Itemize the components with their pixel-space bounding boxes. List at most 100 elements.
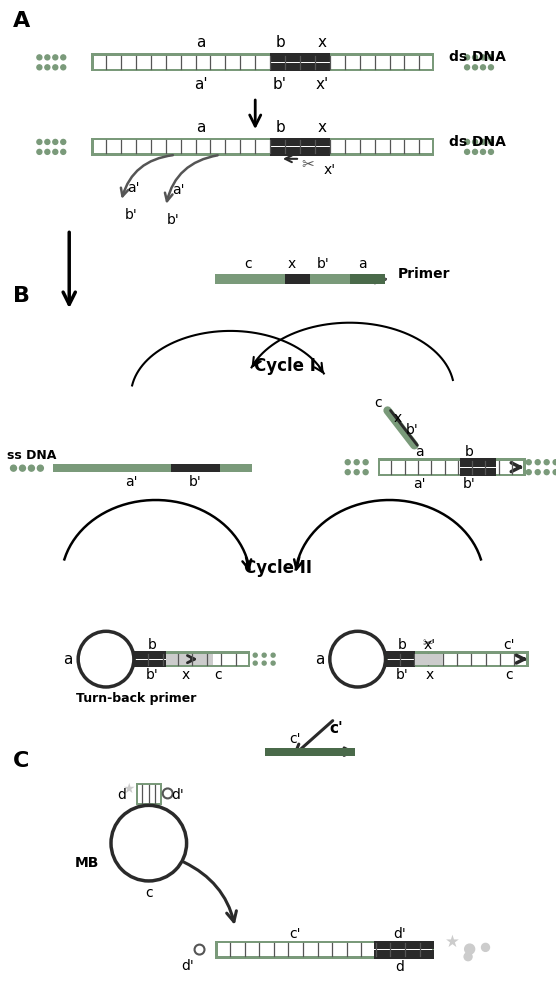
Bar	[385, 660, 416, 667]
Text: Cycle II: Cycle II	[244, 559, 312, 577]
Circle shape	[481, 55, 486, 60]
Circle shape	[37, 55, 42, 60]
Circle shape	[553, 460, 557, 465]
Text: B: B	[13, 286, 30, 306]
Circle shape	[544, 460, 549, 465]
Circle shape	[465, 139, 470, 144]
Circle shape	[253, 661, 257, 665]
Text: ✂: ✂	[301, 157, 314, 172]
Circle shape	[464, 953, 472, 961]
Circle shape	[45, 65, 50, 70]
Circle shape	[526, 460, 531, 465]
Bar	[380, 461, 523, 474]
Circle shape	[45, 149, 50, 154]
Bar	[218, 943, 432, 956]
Circle shape	[262, 661, 266, 665]
Text: b: b	[275, 35, 285, 50]
Circle shape	[37, 149, 42, 154]
Circle shape	[271, 661, 275, 665]
Bar	[460, 468, 496, 476]
Text: a': a'	[125, 475, 137, 489]
Text: c': c'	[289, 927, 301, 941]
Bar	[134, 660, 165, 667]
Text: x': x'	[315, 77, 329, 92]
Text: c': c'	[503, 638, 515, 652]
Text: c: c	[374, 396, 382, 410]
Circle shape	[271, 653, 275, 657]
Bar	[91, 138, 434, 156]
Text: ★: ★	[121, 781, 134, 795]
Bar	[270, 147, 330, 156]
Bar	[94, 140, 432, 153]
Circle shape	[11, 465, 17, 471]
Bar	[388, 654, 526, 665]
Text: Primer: Primer	[398, 267, 450, 281]
Bar	[270, 63, 330, 71]
Text: d: d	[117, 788, 126, 802]
Text: x: x	[317, 35, 326, 50]
Text: a: a	[196, 120, 205, 135]
Text: a: a	[415, 445, 424, 459]
Circle shape	[488, 55, 494, 60]
Text: c: c	[214, 668, 222, 682]
Bar	[136, 654, 248, 665]
Bar	[134, 651, 250, 667]
Text: a': a'	[172, 183, 185, 197]
Circle shape	[61, 55, 66, 60]
Text: b': b'	[189, 475, 202, 489]
Circle shape	[262, 653, 266, 657]
Circle shape	[465, 55, 470, 60]
Bar	[134, 651, 165, 659]
Text: a': a'	[413, 477, 426, 491]
Text: ds DNA: ds DNA	[449, 135, 506, 149]
Bar	[265, 748, 355, 756]
Circle shape	[526, 470, 531, 475]
Text: Turn-back primer: Turn-back primer	[76, 692, 197, 705]
Circle shape	[363, 460, 368, 465]
Text: a: a	[63, 652, 73, 667]
Text: c': c'	[329, 721, 343, 736]
Bar	[270, 53, 330, 62]
Bar	[350, 274, 384, 284]
Text: C: C	[13, 751, 30, 771]
Bar	[310, 274, 350, 284]
Text: Cycle I: Cycle I	[254, 357, 316, 375]
Circle shape	[53, 65, 58, 70]
Circle shape	[28, 465, 35, 471]
Bar	[374, 941, 434, 949]
Bar	[138, 785, 160, 803]
Circle shape	[472, 139, 477, 144]
Circle shape	[465, 944, 475, 954]
Text: x: x	[182, 668, 190, 682]
Circle shape	[345, 470, 350, 475]
Circle shape	[472, 55, 477, 60]
Text: b': b'	[125, 208, 137, 222]
Circle shape	[354, 470, 359, 475]
Circle shape	[481, 943, 490, 951]
Text: b': b'	[406, 423, 419, 437]
Bar	[216, 274, 285, 284]
Circle shape	[345, 460, 350, 465]
Circle shape	[481, 139, 486, 144]
Text: b: b	[275, 120, 285, 135]
Circle shape	[37, 139, 42, 144]
Text: MB: MB	[75, 856, 99, 870]
Bar	[165, 654, 213, 665]
Text: b': b'	[273, 77, 287, 92]
Text: b': b'	[167, 213, 179, 227]
Text: c: c	[145, 886, 153, 900]
Text: b': b'	[463, 477, 476, 491]
Text: b: b	[465, 445, 473, 459]
Text: d': d'	[393, 927, 406, 941]
Text: a: a	[196, 35, 205, 50]
Text: x': x'	[324, 163, 336, 177]
Circle shape	[481, 65, 486, 70]
Text: ✂: ✂	[422, 637, 433, 650]
Circle shape	[535, 460, 540, 465]
Circle shape	[37, 65, 42, 70]
Text: ss DNA: ss DNA	[7, 449, 56, 462]
Text: x: x	[393, 411, 402, 425]
Text: b: b	[398, 638, 407, 652]
Circle shape	[53, 139, 58, 144]
Circle shape	[535, 470, 540, 475]
